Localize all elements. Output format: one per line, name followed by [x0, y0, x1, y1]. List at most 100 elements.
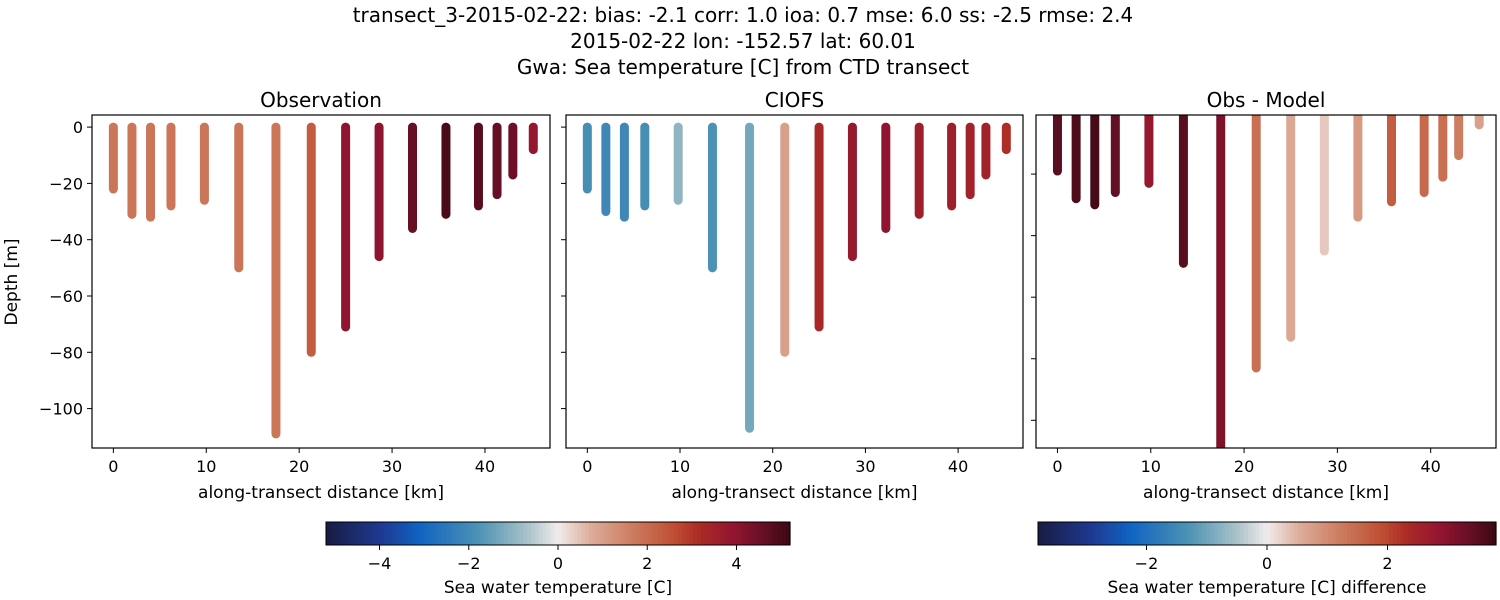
axes-frame: [91, 114, 551, 449]
colorbar-segment: [1392, 522, 1398, 545]
colorbar-segment: [766, 522, 772, 545]
colorbar-label: Sea water temperature [C] difference: [1107, 578, 1426, 598]
colorbar-label: Sea water temperature [C]: [444, 578, 672, 598]
colorbar-segment: [1488, 522, 1493, 545]
colorbar-segment: [380, 522, 385, 545]
colorbar-tick-label: −4: [368, 554, 392, 573]
colorbar-segment: [747, 522, 752, 545]
colorbar-segment: [1060, 522, 1066, 545]
colorbar-segment: [732, 522, 737, 545]
colorbar-segment: [1198, 522, 1203, 545]
colorbar-segment: [650, 522, 656, 545]
x-axis-label: along-transect distance [km]: [198, 483, 444, 503]
colorbar-segment: [1041, 522, 1047, 545]
colorbar-segment: [616, 522, 621, 545]
colorbar-segment: [1274, 522, 1280, 545]
colorbar-tick-label: 0: [553, 554, 563, 573]
colorbar-segment: [407, 522, 412, 545]
colorbar-segment: [770, 522, 776, 545]
y-tick-label: −80: [49, 343, 83, 362]
colorbar-segment: [724, 522, 729, 545]
colorbar-segment: [1297, 522, 1302, 545]
colorbar-segment: [1454, 522, 1459, 545]
colorbar-segment: [442, 522, 447, 545]
colorbar-segment: [1171, 522, 1176, 545]
colorbar-segment: [1316, 522, 1322, 545]
colorbar-segment: [1068, 522, 1073, 545]
colorbar-segment: [1289, 522, 1295, 545]
colorbar-segment: [1133, 522, 1138, 545]
colorbar-segment: [1236, 522, 1241, 545]
colorbar-segment: [565, 522, 571, 545]
colorbar-segment: [1465, 522, 1470, 545]
colorbar-segment: [1079, 522, 1085, 545]
colorbar-segment: [384, 522, 389, 545]
colorbar-segment: [782, 522, 787, 545]
colorbar-segment: [1469, 522, 1474, 545]
colorbar-segment: [515, 522, 520, 545]
colorbar-segment: [1476, 522, 1482, 545]
colorbar-segment: [1427, 522, 1432, 545]
colorbar-segment: [1320, 522, 1325, 545]
colorbar-segment: [569, 522, 575, 545]
colorbar-segment: [1175, 522, 1180, 545]
colorbar-segment: [1431, 522, 1436, 545]
colorbar-segment: [1205, 522, 1211, 545]
colorbar-segment: [600, 522, 605, 545]
colorbar-segment: [434, 522, 439, 545]
colorbar-segment: [538, 522, 544, 545]
colorbar-segment: [449, 522, 455, 545]
colorbar-segment: [492, 522, 497, 545]
colorbar-segment: [1102, 522, 1108, 545]
colorbar-segment: [469, 522, 474, 545]
x-tick-label: 20: [763, 457, 783, 476]
colorbar-segment: [1438, 522, 1444, 545]
colorbar-segment: [1183, 522, 1188, 545]
colorbar-segment: [391, 522, 397, 545]
colorbar-segment: [1110, 522, 1115, 545]
colorbar-segment: [708, 522, 714, 545]
colorbar-segment: [662, 522, 667, 545]
colorbar-segment: [1129, 522, 1135, 545]
colorbar-segment: [612, 522, 617, 545]
colorbar-segment: [635, 522, 640, 545]
panel-title: CIOFS: [765, 88, 824, 112]
colorbar-segment: [712, 522, 718, 545]
y-tick-label: −40: [49, 231, 83, 250]
colorbar-segment: [585, 522, 590, 545]
colorbar-segment: [1099, 522, 1104, 545]
x-tick-label: 40: [948, 457, 968, 476]
colorbar-segment: [1358, 522, 1364, 545]
colorbar-segment: [1362, 522, 1367, 545]
colorbar-segment: [349, 522, 354, 545]
colorbar-segment: [646, 522, 652, 545]
title-line-1: transect_3-2015-02-22: bias: -2.1 corr: …: [353, 3, 1134, 27]
colorbar-segment: [356, 522, 362, 545]
colorbar-segment: [1328, 522, 1333, 545]
station-profiles: [582, 122, 1011, 433]
panel-2: CIOFS 0 10 20 30 40 along-transect distance [k…: [561, 88, 1024, 503]
colorbar-segment: [523, 522, 528, 545]
colorbar-segment: [596, 522, 602, 545]
colorbar-segment: [658, 522, 663, 545]
colorbar-segment: [1221, 522, 1226, 545]
colorbar-segment: [326, 522, 331, 545]
colorbar-segment: [693, 522, 698, 545]
colorbar-segment: [1213, 522, 1218, 545]
colorbar-segment: [368, 522, 373, 545]
colorbar-segment: [1148, 522, 1154, 545]
colorbar-segment: [1125, 522, 1131, 545]
x-tick-label: 20: [1234, 457, 1254, 476]
colorbar-segment: [1190, 522, 1196, 545]
colorbar-segment: [1335, 522, 1341, 545]
colorbar-segment: [701, 522, 706, 545]
colorbar-segment: [751, 522, 756, 545]
colorbar-segment: [1370, 522, 1375, 545]
colorbar-segment: [445, 522, 451, 545]
colorbar-segment: [643, 522, 648, 545]
x-axis-label: along-transect distance [km]: [1143, 483, 1389, 503]
colorbar-segment: [573, 522, 578, 545]
colorbar-segment: [1434, 522, 1440, 545]
colorbar-segment: [1305, 522, 1310, 545]
colorbar-segment: [581, 522, 586, 545]
